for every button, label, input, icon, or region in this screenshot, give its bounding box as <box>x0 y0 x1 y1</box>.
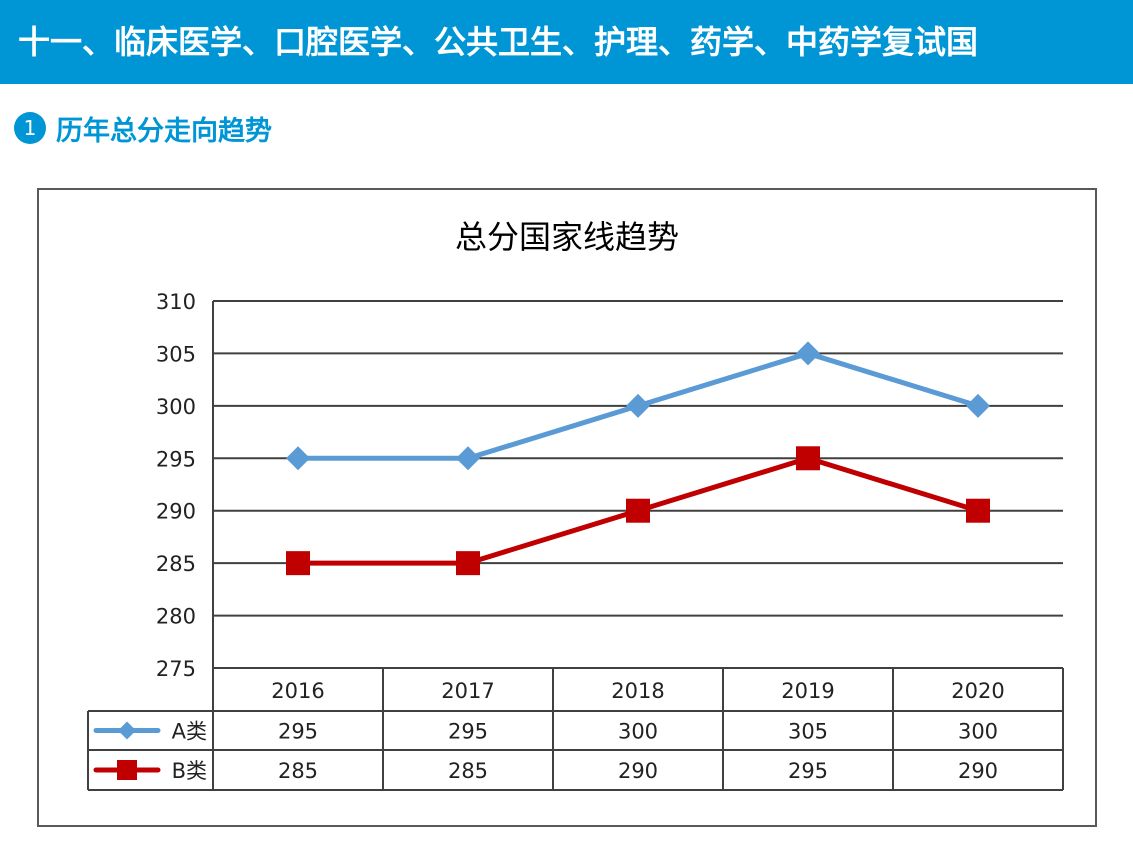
legend-label: A类 <box>172 720 207 744</box>
data-point-square <box>626 498 650 523</box>
data-point-square <box>966 498 990 523</box>
table-value: 290 <box>618 759 658 783</box>
y-tick-label: 280 <box>156 605 196 629</box>
data-point-diamond <box>796 341 820 366</box>
y-tick-label: 305 <box>156 342 196 366</box>
x-tick-label: 2020 <box>951 679 1004 703</box>
table-value: 300 <box>618 720 658 744</box>
section-title: 历年总分走向趋势 <box>56 115 272 147</box>
table-value: 295 <box>278 720 318 744</box>
data-point-square <box>456 551 480 576</box>
x-tick-label: 2016 <box>271 679 324 703</box>
y-tick-label: 295 <box>156 447 196 471</box>
data-point-square <box>286 551 310 576</box>
chart-frame <box>37 188 1097 827</box>
y-tick-label: 285 <box>156 552 196 576</box>
section-heading: 1 历年总分走向趋势 <box>14 108 272 148</box>
x-tick-label: 2017 <box>441 679 494 703</box>
table-value: 295 <box>448 720 488 744</box>
table-value: 290 <box>958 759 998 783</box>
data-point-diamond <box>286 446 310 471</box>
chart-title: 总分国家线趋势 <box>455 218 679 256</box>
table-value: 295 <box>788 759 828 783</box>
x-tick-label: 2019 <box>781 679 834 703</box>
legend-marker-square <box>117 760 137 780</box>
data-point-diamond <box>456 446 480 471</box>
legend-label: B类 <box>172 759 207 783</box>
table-value: 285 <box>448 759 488 783</box>
data-point-diamond <box>966 393 990 418</box>
data-point-square <box>796 446 820 471</box>
data-point-diamond <box>626 393 650 418</box>
y-tick-label: 310 <box>156 290 196 314</box>
legend-marker-diamond <box>118 721 136 740</box>
y-tick-label: 300 <box>156 395 196 419</box>
section-number-badge: 1 <box>14 112 46 144</box>
y-tick-label: 290 <box>156 500 196 524</box>
table-value: 305 <box>788 720 828 744</box>
page-header: 十一、临床医学、口腔医学、公共卫生、护理、药学、中药学复试国 <box>0 0 1133 84</box>
x-tick-label: 2018 <box>611 679 664 703</box>
table-value: 285 <box>278 759 318 783</box>
y-tick-label: 275 <box>156 657 196 681</box>
table-value: 300 <box>958 720 998 744</box>
